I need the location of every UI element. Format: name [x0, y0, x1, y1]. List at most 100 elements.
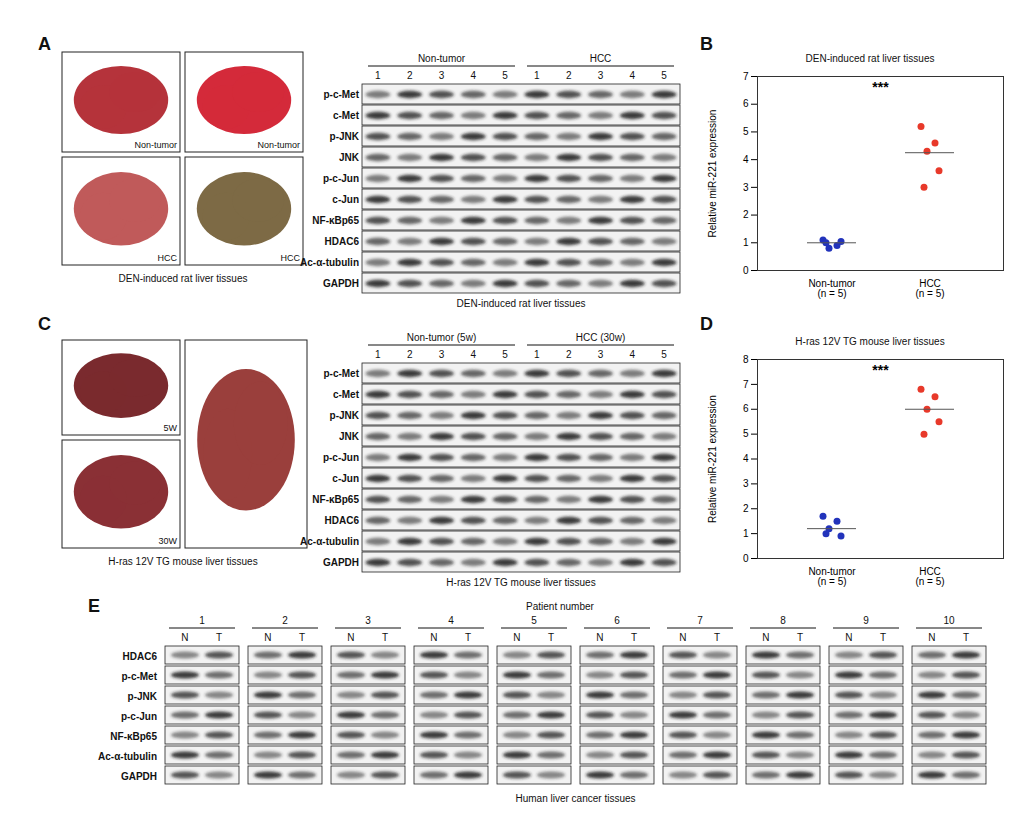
- svg-text:A: A: [38, 34, 51, 54]
- svg-text:2: 2: [743, 503, 749, 514]
- svg-text:HCC: HCC: [158, 253, 178, 263]
- svg-text:c-Jun: c-Jun: [332, 473, 359, 484]
- svg-text:GAPDH: GAPDH: [323, 278, 359, 289]
- svg-text:3: 3: [598, 70, 604, 81]
- svg-text:Ac-α-tubulin: Ac-α-tubulin: [98, 751, 157, 762]
- svg-text:8: 8: [743, 354, 749, 365]
- svg-text:N: N: [347, 632, 354, 643]
- svg-text:***: ***: [872, 362, 889, 378]
- svg-text:E: E: [88, 596, 100, 616]
- svg-text:H-ras 12V TG mouse liver tissu: H-ras 12V TG mouse liver tissues: [446, 577, 595, 588]
- svg-text:4: 4: [471, 70, 477, 81]
- svg-text:T: T: [382, 632, 388, 643]
- svg-text:N: N: [928, 632, 935, 643]
- svg-text:N: N: [845, 632, 852, 643]
- svg-text:4: 4: [448, 615, 454, 626]
- svg-text:3: 3: [743, 478, 749, 489]
- svg-text:NF-κBp65: NF-κBp65: [110, 731, 157, 742]
- svg-text:p-JNK: p-JNK: [330, 410, 360, 421]
- svg-text:D: D: [700, 314, 713, 334]
- svg-text:3: 3: [439, 70, 445, 81]
- svg-text:N: N: [181, 632, 188, 643]
- svg-text:9: 9: [863, 615, 869, 626]
- svg-text:HDAC6: HDAC6: [123, 651, 158, 662]
- svg-text:T: T: [631, 632, 637, 643]
- svg-text:N: N: [679, 632, 686, 643]
- svg-text:10: 10: [943, 615, 955, 626]
- svg-text:2: 2: [407, 349, 413, 360]
- svg-text:***: ***: [872, 79, 889, 95]
- svg-text:5: 5: [743, 428, 749, 439]
- svg-text:7: 7: [697, 615, 703, 626]
- svg-text:T: T: [465, 632, 471, 643]
- svg-text:Non-tumor(n = 5): Non-tumor(n = 5): [808, 566, 856, 587]
- svg-text:DEN-induced rat liver tissues: DEN-induced rat liver tissues: [457, 298, 586, 309]
- svg-text:4: 4: [630, 349, 636, 360]
- svg-text:Human liver cancer tissues: Human liver cancer tissues: [515, 793, 635, 804]
- svg-text:5: 5: [661, 349, 667, 360]
- svg-text:2: 2: [566, 349, 572, 360]
- svg-text:30W: 30W: [158, 536, 177, 546]
- svg-text:4: 4: [743, 453, 749, 464]
- svg-text:c-Met: c-Met: [333, 389, 360, 400]
- svg-text:B: B: [700, 34, 713, 54]
- svg-text:2: 2: [566, 70, 572, 81]
- svg-text:Ac-α-tubulin: Ac-α-tubulin: [300, 257, 359, 268]
- svg-text:H-ras 12V TG mouse liver tissu: H-ras 12V TG mouse liver tissues: [795, 336, 944, 347]
- svg-text:6: 6: [743, 98, 749, 109]
- svg-text:3: 3: [365, 615, 371, 626]
- svg-text:4: 4: [471, 349, 477, 360]
- svg-text:HCC: HCC: [590, 53, 612, 64]
- svg-text:DEN-induced rat liver tissues: DEN-induced rat liver tissues: [806, 53, 935, 64]
- svg-text:p-JNK: p-JNK: [330, 131, 360, 142]
- svg-text:HCC: HCC: [281, 253, 301, 263]
- svg-text:4: 4: [630, 70, 636, 81]
- svg-text:HCC(n = 5): HCC(n = 5): [915, 278, 944, 299]
- svg-text:5: 5: [661, 70, 667, 81]
- svg-text:T: T: [714, 632, 720, 643]
- svg-text:6: 6: [743, 403, 749, 414]
- svg-text:N: N: [596, 632, 603, 643]
- svg-text:GAPDH: GAPDH: [323, 557, 359, 568]
- svg-text:HCC(n = 5): HCC(n = 5): [915, 566, 944, 587]
- svg-text:c-Jun: c-Jun: [332, 194, 359, 205]
- svg-text:NF-κBp65: NF-κBp65: [312, 494, 359, 505]
- svg-text:4: 4: [743, 154, 749, 165]
- svg-text:5: 5: [743, 126, 749, 137]
- svg-text:C: C: [38, 314, 51, 334]
- svg-text:p-c-Jun: p-c-Jun: [323, 173, 359, 184]
- svg-text:p-c-Jun: p-c-Jun: [121, 711, 157, 722]
- svg-text:Ac-α-tubulin: Ac-α-tubulin: [300, 536, 359, 547]
- svg-text:7: 7: [743, 71, 749, 82]
- svg-text:Relative miR-221 expression: Relative miR-221 expression: [707, 395, 718, 523]
- svg-text:JNK: JNK: [339, 152, 360, 163]
- svg-text:1: 1: [199, 615, 205, 626]
- svg-text:1: 1: [375, 349, 381, 360]
- svg-text:NF-κBp65: NF-κBp65: [312, 215, 359, 226]
- svg-text:1: 1: [375, 70, 381, 81]
- svg-text:1: 1: [534, 349, 540, 360]
- svg-text:p-c-Met: p-c-Met: [323, 368, 359, 379]
- svg-text:0: 0: [743, 553, 749, 564]
- svg-text:Non-tumor: Non-tumor: [134, 140, 177, 150]
- svg-text:5: 5: [502, 70, 508, 81]
- svg-text:T: T: [216, 632, 222, 643]
- svg-text:JNK: JNK: [339, 431, 360, 442]
- svg-text:DEN-induced rat liver tissues: DEN-induced rat liver tissues: [119, 273, 248, 284]
- svg-text:HDAC6: HDAC6: [325, 515, 360, 526]
- svg-text:0: 0: [743, 265, 749, 276]
- svg-text:H-ras 12V TG mouse liver tissu: H-ras 12V TG mouse liver tissues: [108, 556, 257, 567]
- svg-text:3: 3: [598, 349, 604, 360]
- svg-text:Relative miR-221 expression: Relative miR-221 expression: [707, 110, 718, 238]
- svg-text:T: T: [797, 632, 803, 643]
- svg-text:Non-tumor (5w): Non-tumor (5w): [407, 332, 476, 343]
- svg-text:p-c-Met: p-c-Met: [121, 671, 157, 682]
- svg-text:Non-tumor: Non-tumor: [418, 53, 466, 64]
- svg-text:8: 8: [780, 615, 786, 626]
- svg-text:5: 5: [502, 349, 508, 360]
- svg-text:T: T: [548, 632, 554, 643]
- svg-text:c-Met: c-Met: [333, 110, 360, 121]
- svg-text:T: T: [963, 632, 969, 643]
- svg-text:2: 2: [282, 615, 288, 626]
- svg-text:1: 1: [743, 528, 749, 539]
